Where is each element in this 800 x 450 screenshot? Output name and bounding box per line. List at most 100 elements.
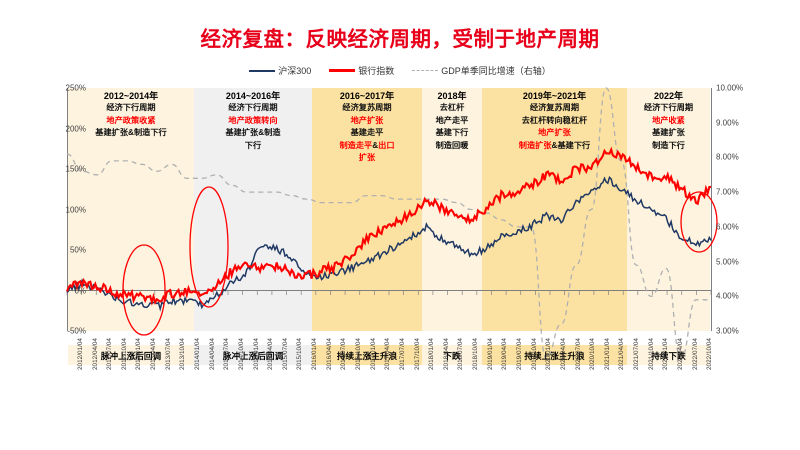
x-tick-label: 2015/07/04 [281,338,289,370]
bottom-label-5: 持续上涨主升浪 [524,351,585,361]
annotation-line: 地产收紧 [652,115,685,125]
annotation-line: 地产走平 [435,115,469,125]
x-tick-label: 2021/04/04 [618,338,626,370]
y-tick-left: 100% [65,205,86,214]
bottom-label-3: 持续上涨主升浪 [336,351,398,361]
x-tick-label: 2022/04/04 [677,338,684,370]
annotation-block-2012-2014: 2012~2014年 经济下行周期 地产政策收紧 基建扩张&制造下行 [68,90,194,140]
x-tick-label: 2021/10/04 [647,338,655,370]
x-tick-label: 2014/10/04 [237,338,245,370]
bottom-label-4: 下跌 [443,351,461,361]
y-tick-right: 4.00% [716,291,739,301]
x-tick-label: 2020/07/04 [574,338,582,370]
x-tick-label: 2015/01/04 [252,338,260,370]
x-tick-label: 2014/04/04 [208,338,216,370]
y-axis-right [711,88,712,331]
annotation-block-2022: 2022年经济下行周期 地产收紧基建扩张制造下行 [627,90,710,152]
y-tick-left: 200% [65,124,86,133]
x-tick-label: 2014/07/04 [223,338,231,370]
annotation-year: 2016~2017年 [339,91,395,101]
x-tick-label: 2022/01/04 [662,338,670,370]
annotation-line: 经济复苏周期 [342,103,392,113]
x-tick-label: 2018/07/04 [457,338,465,370]
annotation-line: 地产政策收紧 [106,115,156,125]
y-tick-right: 8.00% [716,152,739,162]
legend-label-hs300: 沪深300 [278,66,312,76]
y-tick-left: -50% [67,326,86,336]
x-tick-label: 2020/04/04 [559,338,567,370]
annotation-line: 基建下行 [435,128,469,138]
x-tick-label: 2022/10/04 [706,338,714,370]
annotation-year: 2019年~2021年 [522,91,587,101]
x-tick-label: 2021/07/04 [633,338,641,370]
annotation-line: 经济复苏周期 [529,103,580,113]
y-tick-left: 50% [69,245,86,255]
annotation-line: 去杠杆 [439,103,465,113]
x-tick-label: 2017/04/04 [384,338,392,370]
annotation-line: 基建走平 [350,128,384,138]
x-tick-label: 2012/04/04 [91,338,99,370]
x-tick-label: 2017/01/04 [369,338,377,370]
x-tick-label: 2016/10/04 [355,338,362,370]
y-tick-left: 250% [65,83,86,93]
annotation-line: 经济下行周期 [106,103,156,113]
y-tick-right: 6.00% [716,222,739,232]
x-tick-label: 2016/04/04 [325,338,333,370]
legend-item-gdp: GDP单季同比增速（右轴） [412,64,551,77]
x-tick-label: 2019/07/04 [516,338,523,370]
y-tick-left: 150% [65,164,86,174]
x-tick-label: 2015/04/04 [267,338,275,370]
annotation-line: 经济下行周期 [228,103,278,113]
annotation-line: 制造下行 [652,140,685,150]
x-tick-label: 2019/10/04 [530,338,538,370]
page-title: 经济复盘：反映经济周期，受制于地产周期 [200,28,600,51]
chart-legend: 沪深300 银行指数 GDP单季同比增速（右轴） [0,64,800,77]
annotation-line: 下行 [244,140,262,150]
legend-label-gdp: GDP单季同比增速（右轴） [441,66,551,76]
x-tick-label: 2021/01/04 [603,338,611,370]
annotation-line: 基建扩张&制造 [225,128,281,138]
legend-swatch-red-icon [329,69,356,72]
x-tick-label: 2017/07/04 [398,338,406,370]
x-tick-label: 2017/10/04 [413,338,421,370]
x-tick-label: 2013/04/04 [150,338,158,370]
annotation-line: 地产扩张 [538,128,571,138]
annotation-year: 2022年 [653,91,684,101]
bottom-label-1: 脉冲上涨后回调 [100,351,162,361]
annotation-line: 去杠杆转向稳杠杆 [521,115,588,125]
x-tick-label: 2018/10/04 [472,338,480,370]
x-tick-label: 2015/10/04 [296,338,304,370]
x-tick-label: 2020/10/04 [589,338,597,370]
x-tick-label: 2012/10/04 [120,338,128,370]
y-tick-left: 0% [74,286,86,295]
annotation-line: 地产政策转向 [228,115,278,125]
annotation-year: 2014~2016年 [225,91,281,101]
x-tick-label: 2018/04/04 [442,338,450,370]
annotation-year: 2018年 [437,91,467,101]
x-tick-label: 2016/01/04 [311,338,319,370]
annotation-line: 制造扩张&基建下行 [518,140,591,150]
x-tick-label: 2022/07/04 [691,338,699,370]
annotation-block-2014-2016: 2014~2016年 经济下行周期 地产政策转向 基建扩张&制造 下行 [194,90,312,152]
annotation-block-2016-2017: 2016~2017年 经济复苏周期 地产扩张 基建走平 制造走平&出口 扩张 [312,90,422,164]
y-tick-right: 5.00% [716,257,739,267]
annotation-line: 经济下行周期 [643,103,694,113]
x-tick-label: 2019/01/04 [486,338,494,370]
annotation-line: 地产扩张 [350,115,384,125]
annotation-block-2019-2021: 2019年~2021年 经济复苏周期 去杠杆转向稳杠杆 地产扩张制造扩张&基建下行 [482,90,627,152]
legend-item-hs300: 沪深300 [249,64,311,77]
annotation-line: 基建扩张 [652,128,685,138]
bottom-label-6: 持续下跌 [651,351,686,361]
x-tick-label: 2012/07/04 [106,338,114,370]
x-tick-label: 2012/01/04 [76,338,84,370]
annotation-line: 扩张 [358,153,376,163]
bottom-label-2: 脉冲上涨后回调 [222,351,284,361]
x-tick-label: 2019/04/04 [501,338,509,370]
annotation-line: 基建扩张&制造下行 [95,128,167,138]
y-tick-right: 10.00% [716,83,744,93]
x-tick-label: 2018/01/04 [428,338,436,370]
annotation-block-2018: 2018年 去杠杆 地产走平 基建下行 制造回暖 [422,90,482,152]
y-tick-right: 7.00% [716,187,739,197]
